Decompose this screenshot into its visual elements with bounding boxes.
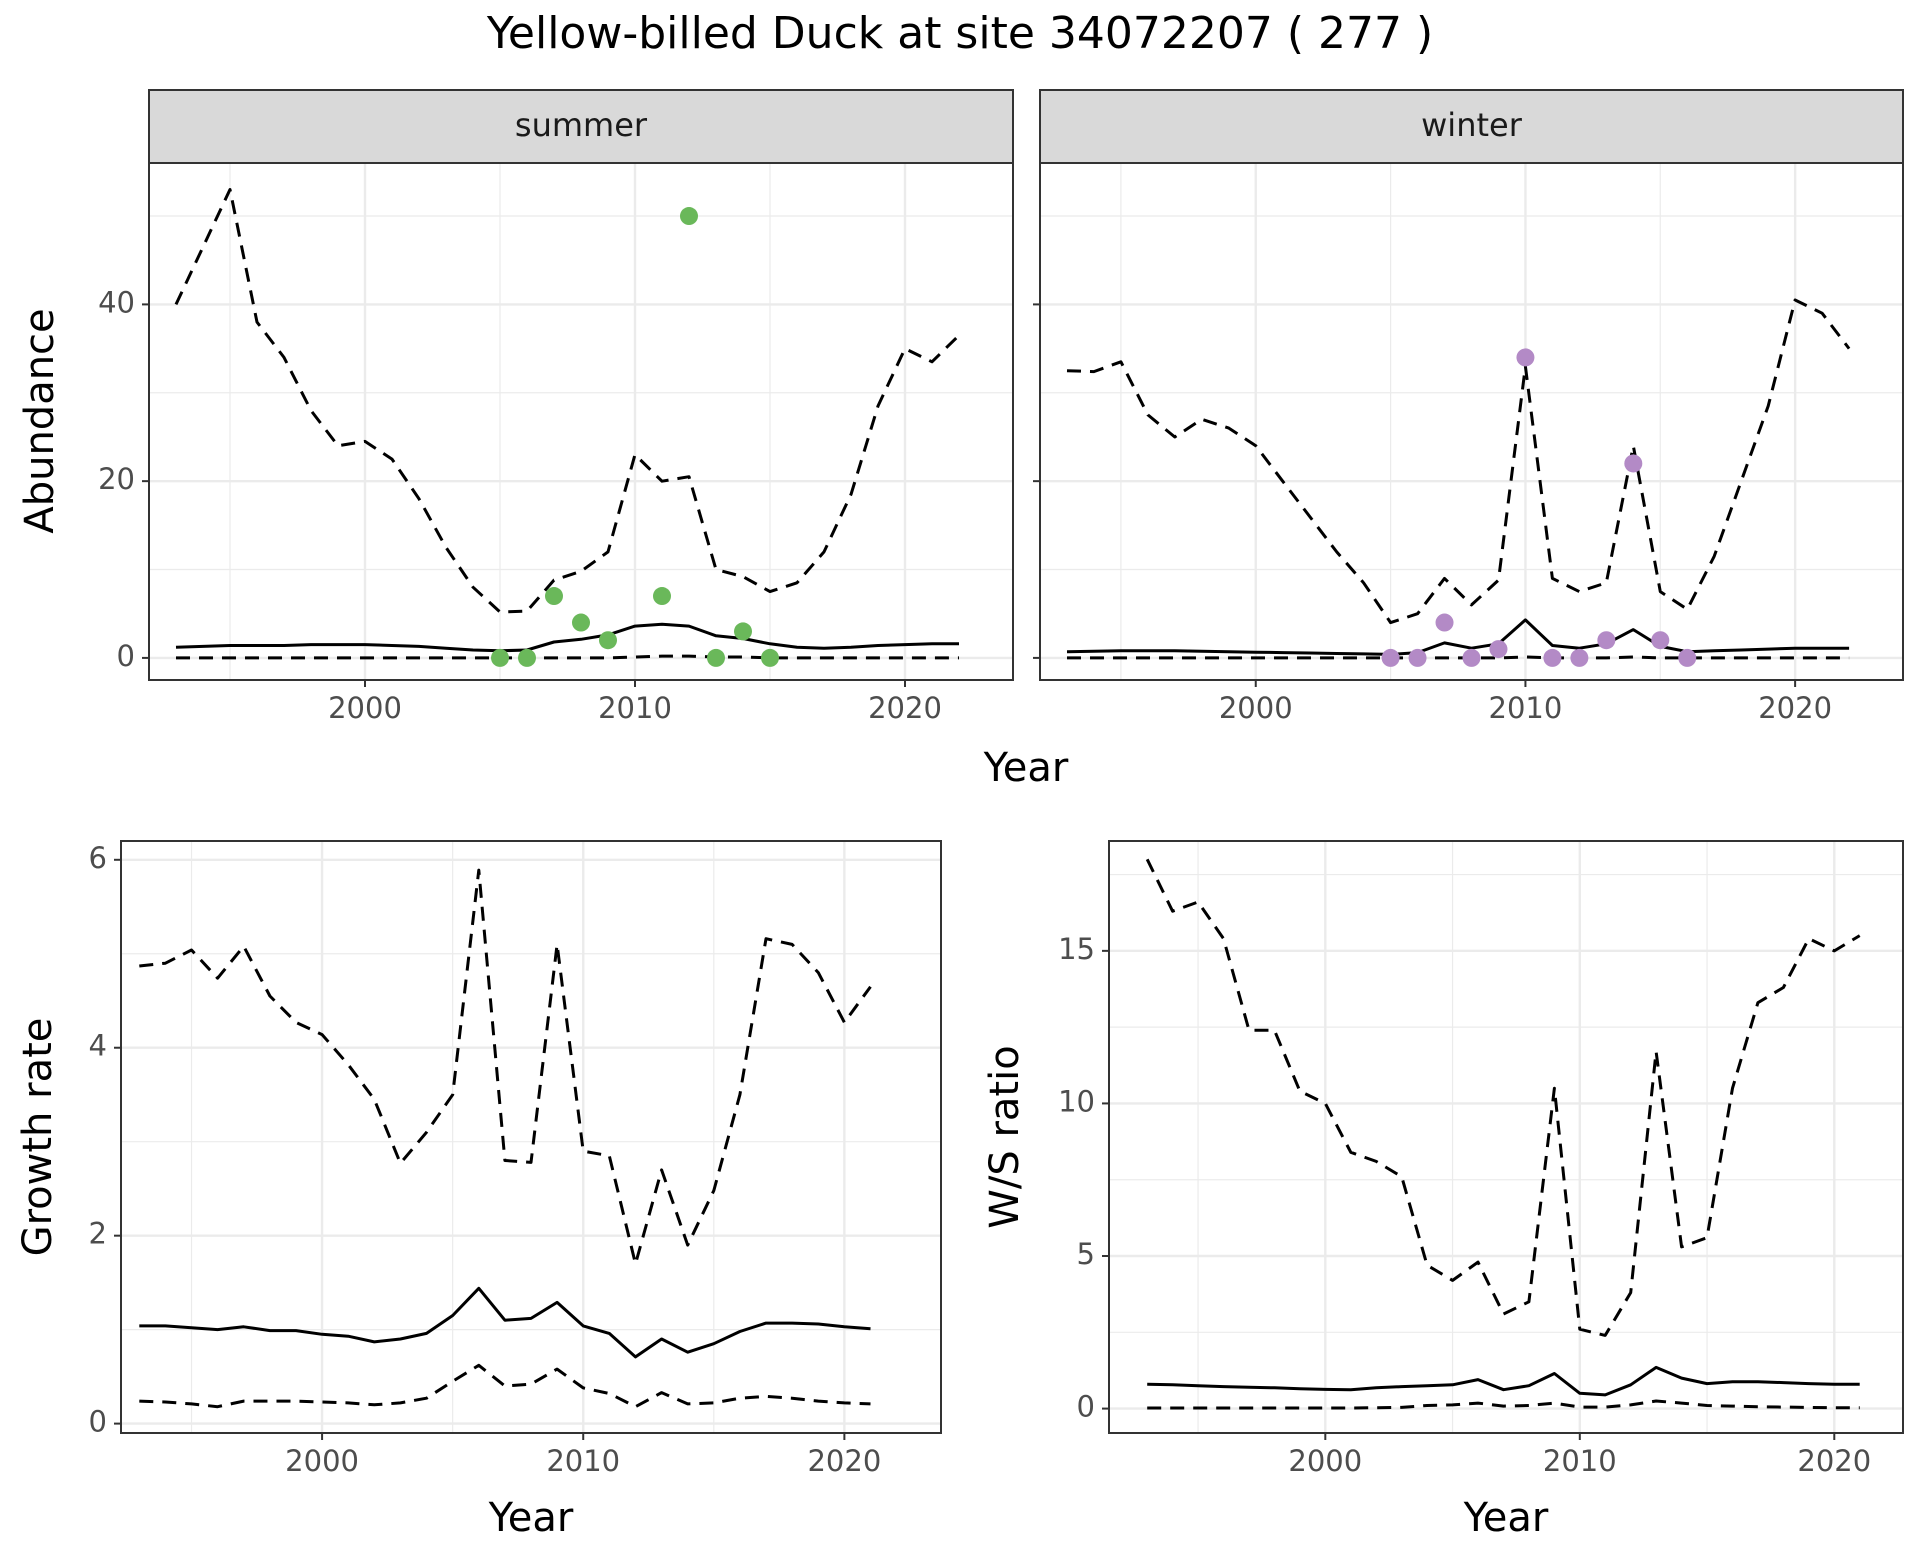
observed-point xyxy=(599,631,617,650)
y-axis-title: Abundance xyxy=(17,308,63,533)
panel-border xyxy=(148,162,1014,681)
facet-strip-summer xyxy=(148,89,1014,164)
observed-point xyxy=(1597,631,1616,650)
x-tick-label: 2020 xyxy=(1758,691,1832,725)
y-tick-label: 2 xyxy=(89,1217,107,1251)
observed-point xyxy=(518,648,536,667)
x-axis-title: Year xyxy=(983,745,1069,791)
observed-point xyxy=(491,648,509,667)
y-tick-label: 0 xyxy=(117,639,135,673)
x-tick-label: 2020 xyxy=(807,1444,881,1478)
x-tick-label: 2010 xyxy=(1489,691,1563,725)
x-tick-label: 2000 xyxy=(328,691,402,725)
panel-border xyxy=(1108,840,1904,1434)
observed-point xyxy=(1408,648,1427,667)
observed-point xyxy=(707,648,725,667)
x-tick-label: 2010 xyxy=(598,691,672,725)
y-tick-label: 0 xyxy=(89,1405,107,1439)
x-axis-title: Year xyxy=(488,1495,574,1541)
y-tick-label: 10 xyxy=(1058,1084,1095,1118)
y-tick-label: 4 xyxy=(89,1029,107,1063)
y-axis-title: Growth rate xyxy=(15,1018,61,1257)
mean-line xyxy=(139,1286,871,1359)
facet-label-winter: winter xyxy=(1421,106,1523,144)
x-axis-title: Year xyxy=(1463,1495,1549,1541)
observed-point xyxy=(734,622,752,641)
observed-point xyxy=(572,613,590,632)
observed-point xyxy=(1678,648,1697,667)
y-tick-label: 6 xyxy=(89,841,107,875)
observed-point xyxy=(1624,454,1643,473)
upper-bound-line xyxy=(139,868,872,1266)
y-tick-label: 0 xyxy=(1077,1390,1095,1424)
y-axis-title: W/S ratio xyxy=(982,1045,1028,1228)
observed-point xyxy=(1651,631,1670,650)
observed-point xyxy=(1543,648,1562,667)
observed-point xyxy=(680,207,698,226)
observed-point xyxy=(1462,648,1481,667)
lower-bound-line xyxy=(139,1363,871,1409)
observed-point xyxy=(1381,648,1400,667)
lower-bound-line xyxy=(1147,1399,1860,1410)
panel-border xyxy=(1039,162,1904,681)
observed-point xyxy=(1489,640,1508,659)
mean-line xyxy=(1066,618,1850,656)
panel-border xyxy=(120,840,942,1434)
observed-point xyxy=(1435,613,1454,632)
x-tick-label: 2010 xyxy=(1543,1444,1617,1478)
upper-bound-line xyxy=(174,188,961,614)
y-tick-label: 40 xyxy=(98,285,135,319)
observed-point xyxy=(1570,648,1589,667)
observed-point xyxy=(653,587,671,606)
upper-bound-line xyxy=(1145,858,1861,1337)
y-tick-label: 5 xyxy=(1077,1237,1095,1271)
upper-bound-line xyxy=(1066,298,1851,625)
lower-bound-line xyxy=(1067,655,1850,660)
x-tick-label: 2000 xyxy=(285,1444,359,1478)
y-tick-label: 15 xyxy=(1058,932,1095,966)
figure-title: Yellow-billed Duck at site 34072207 ( 27… xyxy=(486,8,1434,59)
y-tick-label: 20 xyxy=(98,462,135,496)
mean-line xyxy=(175,622,959,653)
observed-point xyxy=(761,648,779,667)
x-tick-label: 2000 xyxy=(1219,691,1293,725)
lower-bound-line xyxy=(176,654,959,660)
x-tick-label: 2000 xyxy=(1288,1444,1362,1478)
x-tick-label: 2020 xyxy=(1797,1444,1871,1478)
observed-point xyxy=(545,587,563,606)
observed-point xyxy=(1516,348,1535,367)
x-tick-label: 2010 xyxy=(546,1444,620,1478)
mean-line xyxy=(1147,1365,1860,1397)
facet-label-summer: summer xyxy=(515,106,648,144)
x-tick-label: 2020 xyxy=(868,691,942,725)
